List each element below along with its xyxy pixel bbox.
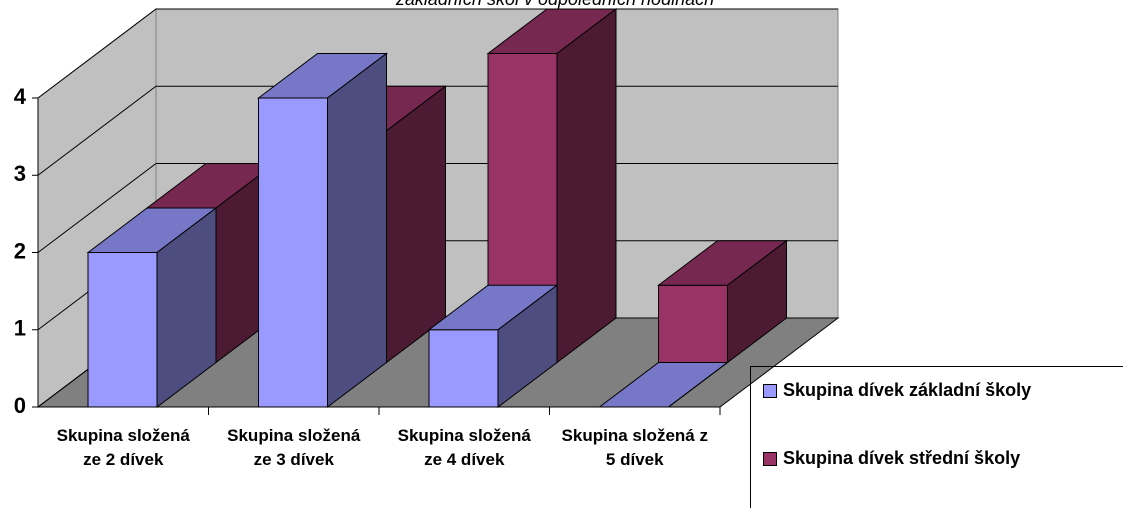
bar-front	[87, 252, 158, 408]
legend-swatch	[763, 384, 777, 398]
y-tick-label: 2	[14, 238, 26, 263]
y-tick-label: 1	[14, 316, 26, 341]
bar-side	[156, 206, 217, 409]
y-tick-label: 4	[14, 84, 27, 109]
bar-side	[386, 85, 446, 364]
x-tick-label: Skupina složená ze 4 dívek	[397, 426, 531, 469]
x-tick-label: Skupina složená z 5 dívek	[561, 426, 708, 469]
x-tick-label: Skupina složená ze 3 dívek	[227, 426, 361, 469]
legend-swatch	[763, 452, 777, 466]
bar-front	[428, 329, 499, 408]
bar-side	[497, 284, 558, 409]
x-tick-label: Skupina složená ze 2 dívek	[56, 426, 190, 469]
legend: Skupina dívek základní školy Skupina díve…	[750, 366, 1123, 508]
legend-item: Skupina dívek základní školy	[763, 377, 1123, 403]
bar-side	[727, 239, 787, 364]
bar-side	[327, 52, 387, 409]
bar-side	[556, 7, 617, 364]
chart-title: základních škol v odpoledních hodinách	[395, 0, 714, 9]
bar-front	[258, 97, 328, 408]
y-tick-label: 0	[14, 393, 26, 418]
legend-item: Skupina dívek střední školy	[763, 445, 1123, 471]
bar-front	[658, 284, 728, 363]
bar-side	[668, 362, 728, 408]
y-tick-label: 3	[14, 161, 26, 186]
